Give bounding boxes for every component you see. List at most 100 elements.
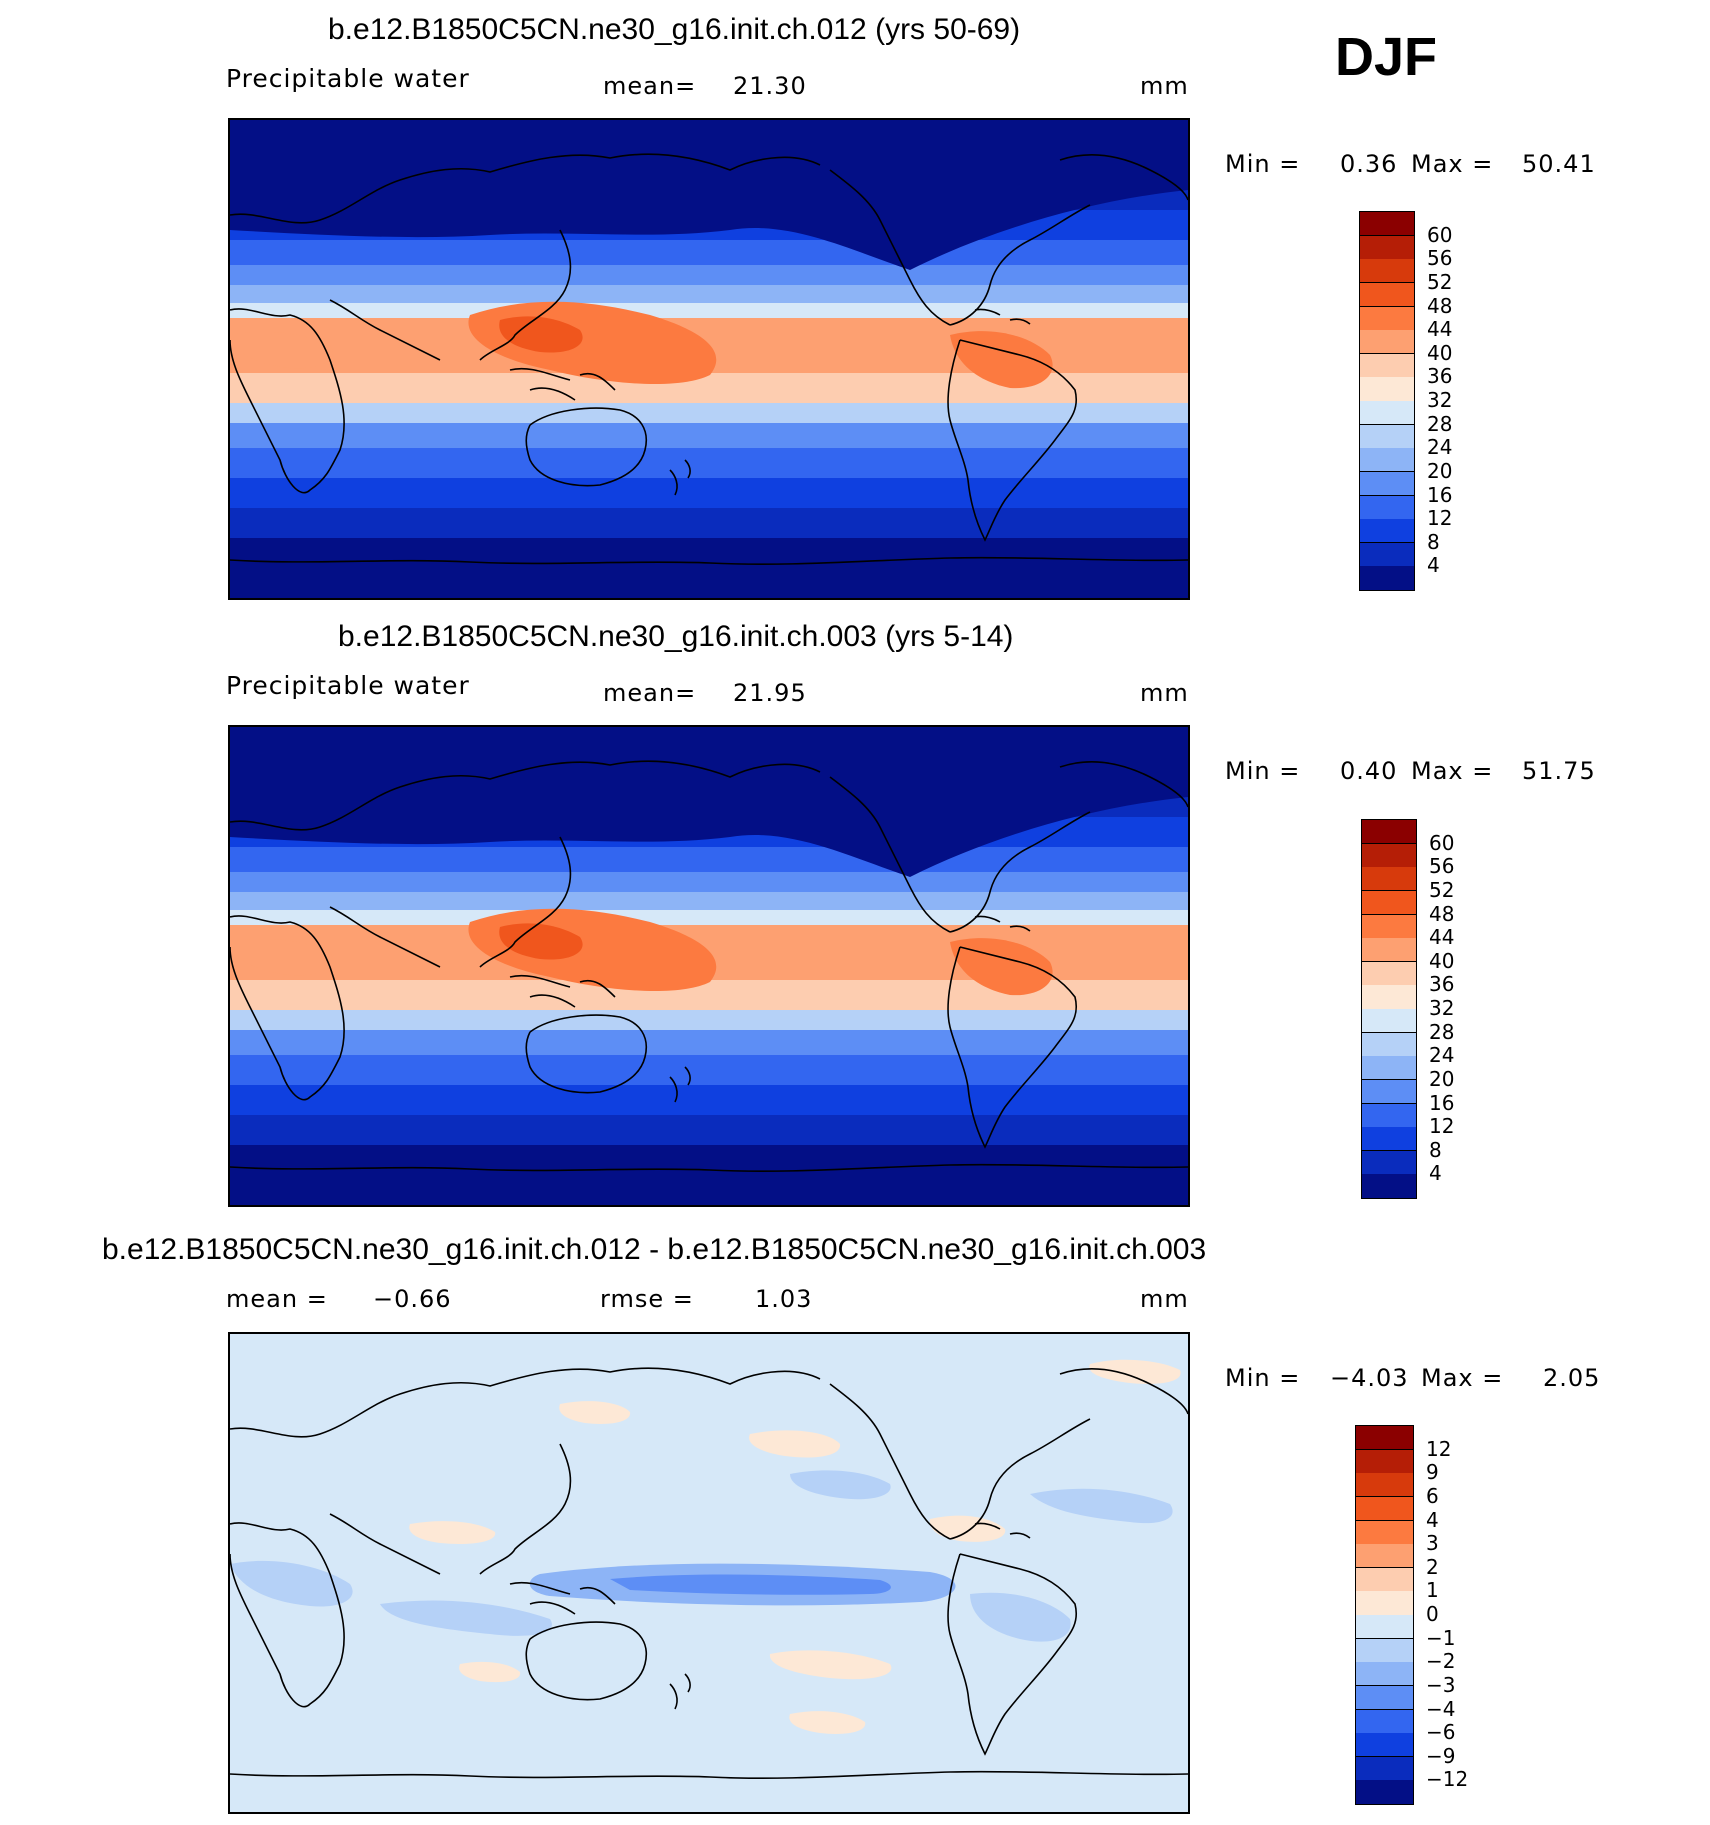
coastline-path — [949, 1418, 1091, 1540]
colorbar-cell — [1360, 212, 1414, 237]
coastline-path — [947, 1553, 1077, 1756]
colorbar-tick-label: 16 — [1427, 482, 1453, 507]
colorbar-tick-label: 6 — [1426, 1483, 1439, 1508]
field-band — [230, 872, 1188, 892]
colorbar-tick-label: 3 — [1426, 1531, 1439, 1556]
colorbar-tick-label: 9 — [1426, 1460, 1439, 1485]
panel-3-mean-value: −0.66 — [373, 1285, 452, 1313]
colorbar-cell — [1360, 542, 1414, 567]
field-band — [230, 1010, 1188, 1030]
field-contour — [789, 1711, 866, 1734]
field-contour — [230, 1560, 353, 1607]
coastline-path — [329, 906, 441, 968]
coastline-path — [230, 1163, 1188, 1172]
coastline-path — [230, 1367, 821, 1438]
coastline-path — [974, 1522, 1031, 1539]
panel-2-units: mm — [1140, 679, 1189, 707]
colorbar-tick-label: 12 — [1429, 1114, 1455, 1139]
colorbar-tick-label: −3 — [1426, 1672, 1456, 1697]
panel-3-colorbar — [1355, 1425, 1414, 1805]
field-contour — [1089, 1359, 1181, 1384]
panel-3-min-value: −4.03 — [1330, 1364, 1409, 1392]
panel-3-mean-label: mean = — [226, 1285, 328, 1313]
field-band — [230, 478, 1188, 508]
coastline-path — [947, 946, 1077, 1149]
field-band — [230, 265, 1188, 285]
colorbar-tick-label: −9 — [1426, 1743, 1456, 1768]
panel-2-min-value: 0.40 — [1340, 757, 1398, 785]
colorbar-tick-label: 8 — [1429, 1137, 1442, 1162]
field-contour — [749, 1430, 841, 1458]
panel-1-max-label: Max = — [1411, 150, 1494, 178]
colorbar-tick-label: 24 — [1429, 1043, 1455, 1068]
field-contour — [499, 316, 583, 353]
colorbar-tick-label: −12 — [1426, 1767, 1469, 1792]
field-contour — [230, 331, 333, 369]
colorbar-cell — [1362, 1127, 1416, 1152]
field-band — [230, 1115, 1188, 1145]
colorbar-tick-label: 4 — [1427, 553, 1440, 578]
field-contour — [559, 1401, 631, 1424]
colorbar-tick-label: 24 — [1427, 435, 1453, 460]
colorbar-cell — [1362, 914, 1416, 939]
colorbar-tick-label: 28 — [1429, 1019, 1455, 1044]
panel-3-max-value: 2.05 — [1543, 1364, 1601, 1392]
coastline-path — [1059, 154, 1188, 201]
colorbar-tick-label: −6 — [1426, 1720, 1456, 1745]
coastline-path — [525, 1014, 647, 1094]
colorbar-cell — [1362, 938, 1416, 963]
colorbar-cell — [1360, 330, 1414, 355]
coastline-path — [525, 1621, 647, 1701]
field-band — [230, 303, 1188, 318]
colorbar-tick-label: 48 — [1427, 293, 1453, 318]
colorbar-tick-label: 2 — [1426, 1554, 1439, 1579]
field-contour — [230, 938, 333, 976]
colorbar-tick-label: 12 — [1426, 1436, 1452, 1461]
colorbar-cell — [1356, 1591, 1413, 1616]
colorbar-cell — [1360, 401, 1414, 426]
field-contour — [970, 1592, 1071, 1642]
colorbar-cell — [1362, 961, 1416, 986]
field-band — [230, 240, 1188, 265]
colorbar-cell — [1356, 1473, 1413, 1498]
field-contour — [769, 1650, 892, 1680]
colorbar-tick-label: 60 — [1427, 222, 1453, 247]
colorbar-cell — [1356, 1544, 1413, 1569]
colorbar-cell — [1360, 519, 1414, 544]
field-contour — [610, 1574, 891, 1595]
panel-1-title: b.e12.B1850C5CN.ne30_g16.init.ch.012 (yr… — [328, 13, 1021, 46]
colorbar-tick-label: 40 — [1427, 340, 1453, 365]
colorbar-tick-label: 56 — [1429, 854, 1455, 879]
colorbar-tick-label: 20 — [1427, 458, 1453, 483]
panel-1-map-svg — [230, 120, 1188, 598]
colorbar-cell — [1360, 566, 1414, 591]
colorbar-tick-label: 4 — [1429, 1161, 1442, 1186]
coastline-path — [230, 153, 821, 224]
season-label: DJF — [1335, 27, 1438, 87]
panel-2-max-label: Max = — [1411, 757, 1494, 785]
field-contour — [499, 923, 583, 960]
coastline-path — [509, 974, 616, 1008]
panel-2-colorbar — [1361, 819, 1417, 1199]
field-band — [230, 423, 1188, 448]
coastline-path — [329, 299, 441, 361]
colorbar-cell — [1356, 1496, 1413, 1521]
colorbar-tick-label: −2 — [1426, 1649, 1456, 1674]
coastline-path — [949, 204, 1091, 326]
field-band — [230, 538, 1188, 598]
panel-2-map-svg — [230, 727, 1188, 1205]
field-contour — [380, 1600, 552, 1636]
colorbar-cell — [1362, 1032, 1416, 1057]
panel-1-map — [228, 118, 1190, 600]
colorbar-tick-label: 4 — [1426, 1507, 1439, 1532]
coastline-path — [509, 1581, 616, 1615]
field-band — [230, 1085, 1188, 1115]
coastlines — [230, 153, 1188, 565]
colorbar-cell — [1360, 259, 1414, 284]
field-contour — [950, 938, 1053, 996]
colorbar-cell — [1360, 353, 1414, 378]
colorbar-cell — [1362, 867, 1416, 892]
panel-2-variable: Precipitable water — [226, 671, 470, 700]
colorbar-cell — [1360, 377, 1414, 402]
field-contour — [459, 1661, 521, 1683]
